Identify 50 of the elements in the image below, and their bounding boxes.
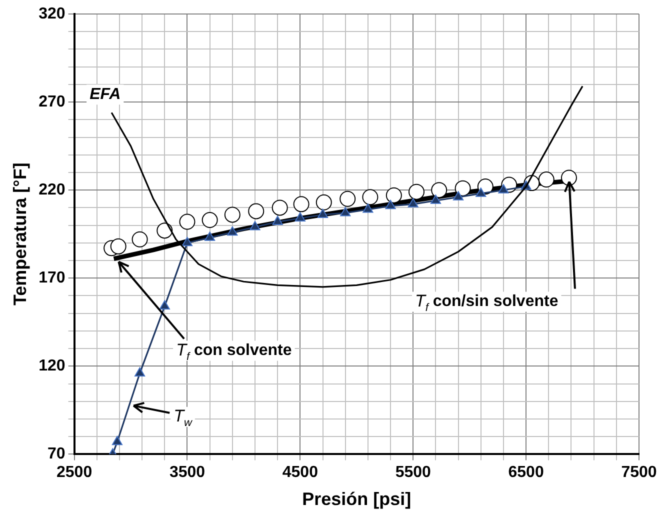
point [318,208,328,218]
point [362,189,378,206]
point [454,180,471,196]
point [134,367,146,376]
point [385,200,396,210]
x-tick-label: 5500 [395,464,432,482]
point [112,436,122,446]
x-tick-label: 2500 [56,464,92,482]
y-tick-label: 70 [48,446,66,463]
y-axis-title: Temperatura [°F] [10,162,30,306]
point [386,187,402,204]
point [159,300,170,310]
point [453,191,464,200]
point [202,212,218,228]
point [272,216,283,226]
point [179,214,196,230]
x-tick-label: 7500 [621,464,657,482]
point [408,198,418,208]
point [227,226,238,236]
x-tick-label: 3500 [169,464,206,482]
point [430,194,441,204]
point [156,222,173,239]
point [431,182,448,198]
x-tick-label: 4500 [282,464,318,482]
point [272,200,288,216]
point [293,196,310,212]
y-tick-label: 220 [38,181,66,198]
y-tick-label: 120 [38,358,66,375]
x-axis-title: Presión [psi] [302,489,412,510]
point [294,212,306,222]
point [316,194,332,210]
point [340,206,351,216]
point [538,172,554,188]
point [476,188,486,197]
point [250,221,260,230]
point [132,231,148,248]
point [248,203,264,220]
y-tick-label: 270 [38,93,66,110]
point [340,190,356,207]
point [182,236,192,246]
point [204,232,216,241]
point [560,170,577,186]
x-tick-label: 6500 [508,464,544,482]
y-tick-label: 170 [38,270,66,287]
point [110,238,126,254]
point [408,184,425,200]
point [224,206,240,223]
y-tick-label: 320 [38,5,66,22]
annotation: EFA [90,86,121,104]
point [362,203,374,213]
